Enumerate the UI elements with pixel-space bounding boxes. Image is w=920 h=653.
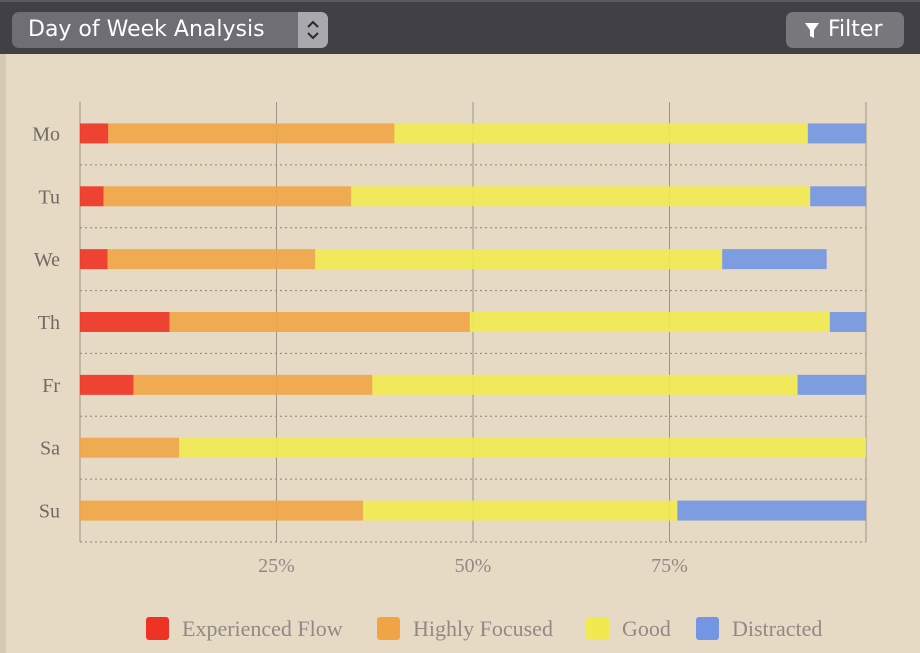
bar-segment — [80, 500, 363, 521]
bar-segment — [351, 186, 811, 207]
x-tick-label: 75% — [651, 555, 688, 577]
x-tick-label: 25% — [258, 555, 295, 577]
legend-label: Distracted — [732, 616, 823, 641]
y-tick-label: We — [34, 249, 60, 271]
bar-segment — [469, 312, 830, 332]
bar-segment — [108, 123, 395, 144]
filter-button[interactable]: Filter — [786, 12, 904, 48]
stacked-bar-chart: Mo Tu We Th Fr Sa Su 25% 50% 75% — [32, 102, 867, 577]
legend-label: Good — [622, 616, 671, 641]
bar-segment — [362, 500, 678, 521]
y-tick-label: Su — [39, 501, 60, 523]
bar-segment — [394, 123, 808, 144]
bar-segment — [80, 437, 180, 458]
y-tick-label: Fr — [42, 375, 60, 397]
analysis-select[interactable]: Day of Week Analysis — [12, 12, 328, 48]
legend-swatch — [146, 617, 169, 640]
filter-icon — [804, 21, 820, 46]
bar-segment — [797, 374, 866, 395]
bar-segment — [315, 249, 723, 270]
filter-button-label: Filter — [828, 17, 883, 42]
y-tick-label: Tu — [38, 186, 60, 208]
bar-segment — [80, 312, 170, 332]
bar-segment — [133, 374, 373, 395]
y-tick-label: Sa — [40, 438, 60, 460]
legend-swatch — [377, 617, 400, 640]
y-tick-label: Mo — [32, 123, 60, 145]
bar-segment — [722, 249, 827, 270]
legend-label: Highly Focused — [413, 616, 553, 641]
legend-swatch — [586, 617, 609, 640]
legend-label: Experienced Flow — [182, 616, 343, 641]
bar-segment — [107, 249, 316, 270]
x-tick-label: 50% — [455, 555, 492, 577]
bar-segment — [169, 312, 470, 332]
bar-segment — [103, 186, 352, 207]
bar-segment — [810, 186, 866, 207]
bar-segment — [179, 437, 866, 458]
bar-segment — [80, 374, 134, 395]
bar-segment — [80, 186, 104, 207]
select-stepper-icon[interactable] — [298, 12, 328, 48]
legend-swatch — [696, 617, 719, 640]
y-tick-label: Th — [38, 312, 60, 334]
analysis-select-value: Day of Week Analysis — [28, 17, 265, 42]
bar-segment — [372, 374, 798, 395]
bar-segment — [80, 249, 108, 270]
bar-segment — [829, 312, 866, 332]
bar-segment — [807, 123, 866, 144]
chart-legend: Experienced Flow Highly Focused Good Distra… — [0, 614, 920, 644]
chart-panel: Mo Tu We Th Fr Sa Su 25% 50% 75% Experienced Flow… — [0, 54, 920, 653]
toolbar: Day of Week Analysis Filter — [0, 0, 920, 54]
bar-segment — [80, 123, 109, 144]
bar-segment — [677, 500, 866, 521]
